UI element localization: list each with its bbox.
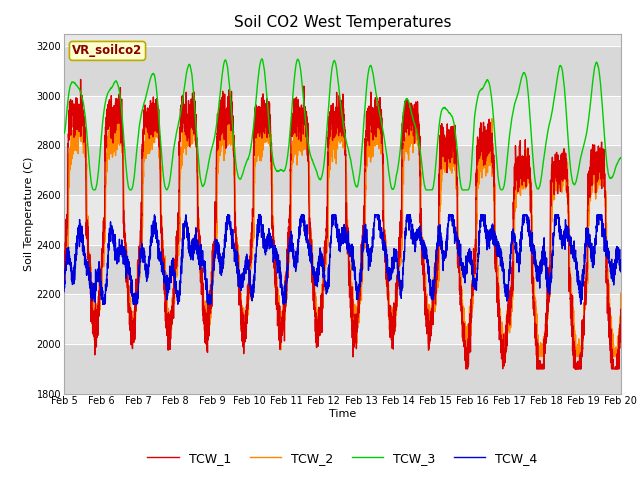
TCW_2 (76, 103, 84, 108)
TCW_3 (161, 179, 168, 185)
TCW_1 (161, 282, 168, 288)
TCW_3 (499, 186, 507, 192)
TCW_3 (258, 56, 266, 62)
TCW_3 (436, 112, 444, 118)
Bar (64, 344, 621, 394)
TCW_1 (499, 336, 507, 342)
TCW_3 (468, 165, 476, 170)
TCW_3 (322, 141, 330, 147)
TCW_4 (60, 289, 68, 295)
TCW_2 (534, 353, 542, 359)
TCW_2 (499, 333, 507, 338)
TCW_3 (60, 131, 68, 136)
Line: TCW_4: TCW_4 (64, 215, 621, 304)
Line: TCW_3: TCW_3 (64, 59, 621, 190)
TCW_1 (462, 366, 470, 372)
TCW_4 (499, 261, 507, 267)
TCW_3 (617, 155, 625, 161)
TCW_2 (467, 304, 475, 310)
TCW_4 (468, 259, 476, 265)
TCW_4 (322, 285, 330, 290)
Line: TCW_2: TCW_2 (64, 106, 621, 356)
TCW_1 (436, 160, 444, 166)
TCW_4 (150, 212, 158, 218)
TCW_4 (616, 268, 624, 274)
TCW_3 (616, 156, 624, 161)
TCW_4 (161, 272, 168, 278)
TCW_2 (436, 193, 444, 199)
TCW_2 (616, 317, 624, 323)
TCW_4 (436, 235, 444, 241)
TCW_1 (617, 306, 625, 312)
Legend: TCW_1, TCW_2, TCW_3, TCW_4: TCW_1, TCW_2, TCW_3, TCW_4 (142, 447, 543, 469)
Bar (64, 46, 621, 96)
Text: VR_soilco2: VR_soilco2 (72, 44, 143, 58)
TCW_1 (616, 335, 624, 340)
TCW_2 (60, 282, 68, 288)
Title: Soil CO2 West Temperatures: Soil CO2 West Temperatures (234, 15, 451, 30)
TCW_1 (322, 234, 330, 240)
TCW_2 (322, 261, 330, 267)
Y-axis label: Soil Temperature (C): Soil Temperature (C) (24, 156, 34, 271)
Bar (64, 245, 621, 294)
TCW_3 (91, 187, 99, 193)
TCW_1 (77, 76, 84, 82)
Bar (64, 145, 621, 195)
Line: TCW_1: TCW_1 (64, 79, 621, 369)
TCW_4 (617, 268, 625, 274)
TCW_2 (161, 276, 168, 282)
TCW_1 (468, 304, 476, 310)
TCW_2 (617, 306, 625, 312)
X-axis label: Time: Time (329, 409, 356, 419)
TCW_4 (99, 301, 107, 307)
TCW_1 (60, 272, 68, 278)
